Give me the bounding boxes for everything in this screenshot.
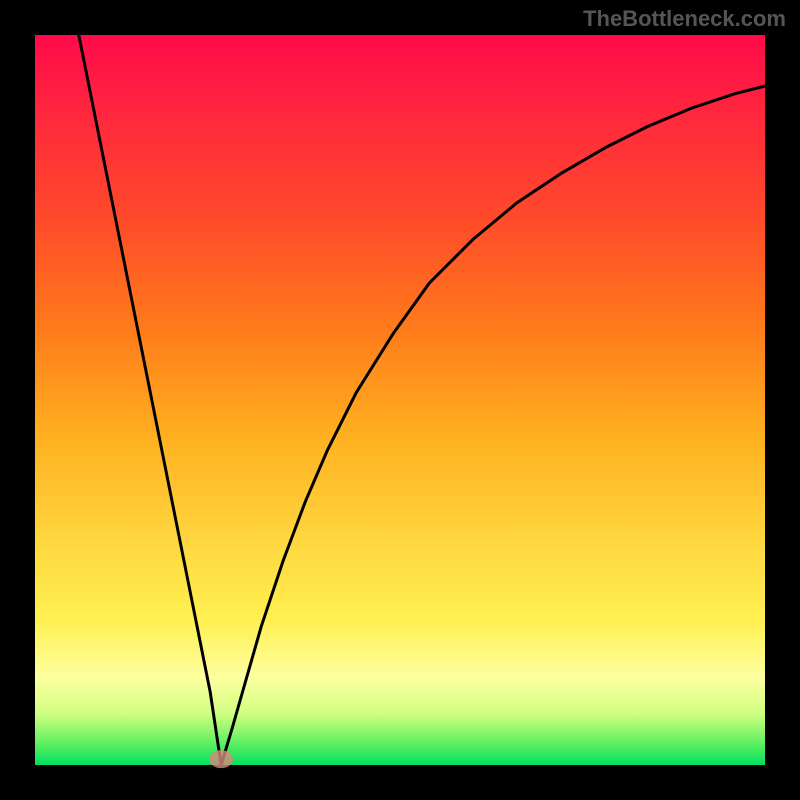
bottleneck-chart: TheBottleneck.com xyxy=(0,0,800,800)
chart-svg xyxy=(0,0,800,800)
minimum-marker xyxy=(209,750,233,768)
watermark-text: TheBottleneck.com xyxy=(583,6,786,32)
plot-background xyxy=(35,35,765,765)
